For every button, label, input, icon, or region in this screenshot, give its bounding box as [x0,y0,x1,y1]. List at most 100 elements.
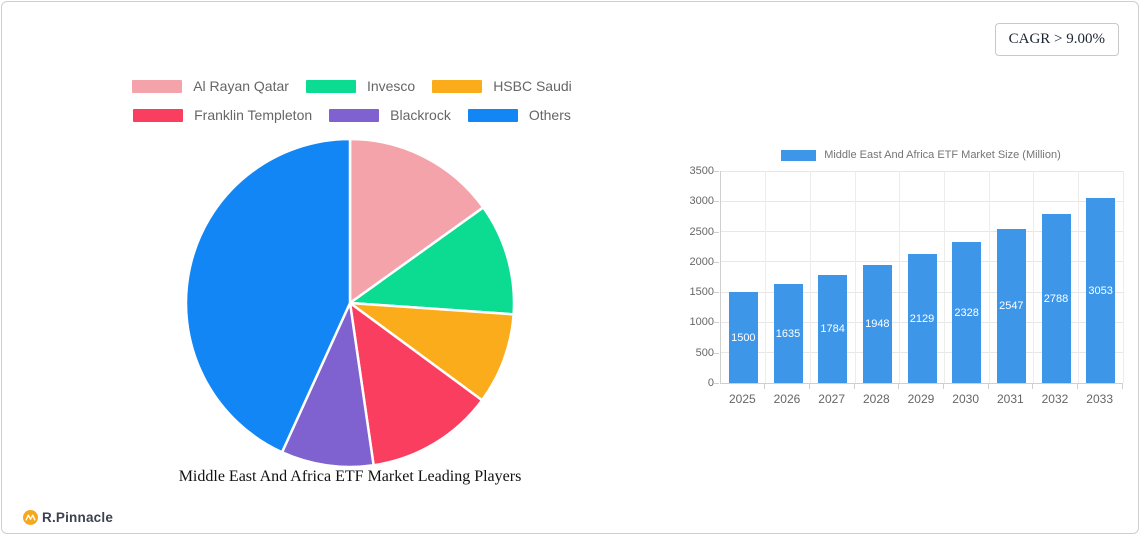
x-axis-tick [1032,384,1034,389]
bar-value-label: 1635 [775,327,801,340]
legend-swatch [132,79,183,93]
bar-chart-section: Middle East And Africa ETF Market Size (… [690,145,1138,420]
bar-value-label: 1500 [731,331,756,344]
legend-swatch [329,108,380,122]
bar-2028[interactable]: 1948 [862,265,892,383]
bar-value-label: 2788 [1043,292,1069,305]
y-axis-tick [714,201,719,203]
x-axis-tick [1076,384,1078,389]
v-gridline [809,171,811,383]
brand-logo: R.Pinnacle [23,510,113,525]
y-axis-tick-label: 1500 [689,286,714,299]
pie-slice-others[interactable] [184,137,352,454]
cagr-badge: CAGR > 9.00% [994,23,1119,56]
bar-value-label: 1784 [820,322,845,335]
pie-slice-invesco[interactable] [348,206,516,316]
bar-value-label: 2547 [999,299,1024,312]
legend-label: Invesco [366,78,416,94]
bar-legend-item[interactable]: Middle East And Africa ETF Market Size (… [720,149,1122,161]
y-axis-tick [714,322,719,324]
legend-swatch [305,79,356,93]
x-axis-tick [853,384,855,389]
v-gridline [765,171,767,383]
bar-2031[interactable]: 2547 [996,228,1026,383]
pie-slice-al-rayan-qatar[interactable] [348,137,485,305]
bar-2032[interactable]: 2788 [1041,214,1071,383]
x-axis-label-2028: 2028 [862,392,890,406]
pie-legend-item-invesco[interactable]: Invesco [305,78,416,94]
legend-label: Blackrock [390,107,451,123]
x-axis-tick [1121,384,1123,389]
y-axis-tick-label: 1000 [689,316,714,329]
pie-slice-franklin-templeton[interactable] [348,301,484,467]
v-gridline [988,171,990,383]
pie-legend-item-franklin-templeton[interactable]: Franklin Templeton [133,107,312,123]
v-gridline [854,171,856,383]
x-axis-label-2027: 2027 [818,392,845,406]
bar-value-label: 2129 [909,312,935,325]
x-axis-label-2033: 2033 [1086,392,1113,406]
brand-name: R.Pinnacle [42,510,114,525]
v-gridline [1122,171,1124,383]
v-gridline [943,171,945,383]
x-axis-label-2030: 2030 [952,392,979,406]
h-gridline [721,200,1123,202]
bar-legend-swatch [781,149,817,161]
y-axis-tick [714,292,719,294]
v-gridline [1077,171,1079,383]
h-gridline [721,170,1123,172]
x-axis-label-2031: 2031 [996,392,1024,406]
x-axis-tick [764,384,766,389]
bar-2029[interactable]: 2129 [907,254,937,383]
y-axis-tick [714,231,719,233]
bar-legend-label: Middle East And Africa ETF Market Size (… [824,149,1061,161]
pie-slice-blackrock[interactable] [280,301,375,469]
pinnacle-circle-icon [23,510,38,525]
legend-swatch [467,108,518,122]
y-axis-tick-label: 2500 [689,225,714,238]
pie-title: Middle East And Africa ETF Market Leadin… [178,468,522,485]
y-axis-tick-label: 3500 [689,165,714,177]
h-gridline [721,231,1123,233]
legend-label: Others [528,107,571,123]
pie-chart [184,137,516,469]
legend-label: Al Rayan Qatar [193,78,289,94]
x-axis-label-2029: 2029 [907,392,935,406]
bar-2026[interactable]: 1635 [773,284,803,383]
pie-legend-row: Franklin Templeton Blackrock Others [62,107,642,123]
bar-value-label: 1948 [865,318,890,330]
y-axis-tick-label: 2000 [689,255,714,268]
v-gridline [899,171,901,383]
x-axis-tick [808,384,810,389]
bar-value-label: 2328 [954,306,979,319]
v-gridline [1033,171,1035,383]
pie-legend: Al Rayan Qatar Invesco HSBC Saudi Franklin … [62,78,642,123]
pie-legend-row: Al Rayan Qatar Invesco HSBC Saudi [62,78,642,94]
bar-value-label: 3053 [1088,284,1113,297]
legend-label: HSBC Saudi [493,78,572,94]
y-axis-tick [714,383,719,384]
y-axis-tick [714,352,719,354]
pie-slice-hsbc-saudi[interactable] [348,301,515,402]
pie-legend-item-blackrock[interactable]: Blackrock [329,107,451,123]
y-axis-tick-label: 500 [695,346,714,359]
legend-swatch [133,108,184,122]
y-axis-tick [714,171,719,172]
bar-2033[interactable]: 3053 [1086,198,1116,383]
legend-swatch [432,79,483,93]
x-axis-label-2026: 2026 [773,392,801,406]
pie-legend-item-others[interactable]: Others [467,107,571,123]
pie-legend-item-hsbc-saudi[interactable]: HSBC Saudi [432,78,572,94]
x-axis-tick [942,384,944,389]
bar-2027[interactable]: 1784 [818,274,848,383]
pie-legend-item-al-rayan-qatar[interactable]: Al Rayan Qatar [132,78,289,94]
y-axis-tick [714,261,719,263]
y-axis-tick-label: 3000 [689,195,714,208]
x-axis-tick [898,384,900,389]
x-axis-label-2032: 2032 [1041,392,1069,406]
x-axis-label-2025: 2025 [728,392,756,406]
bar-2030[interactable]: 2328 [952,242,982,383]
legend-label: Franklin Templeton [194,107,313,123]
bar-2025[interactable]: 1500 [728,292,758,383]
